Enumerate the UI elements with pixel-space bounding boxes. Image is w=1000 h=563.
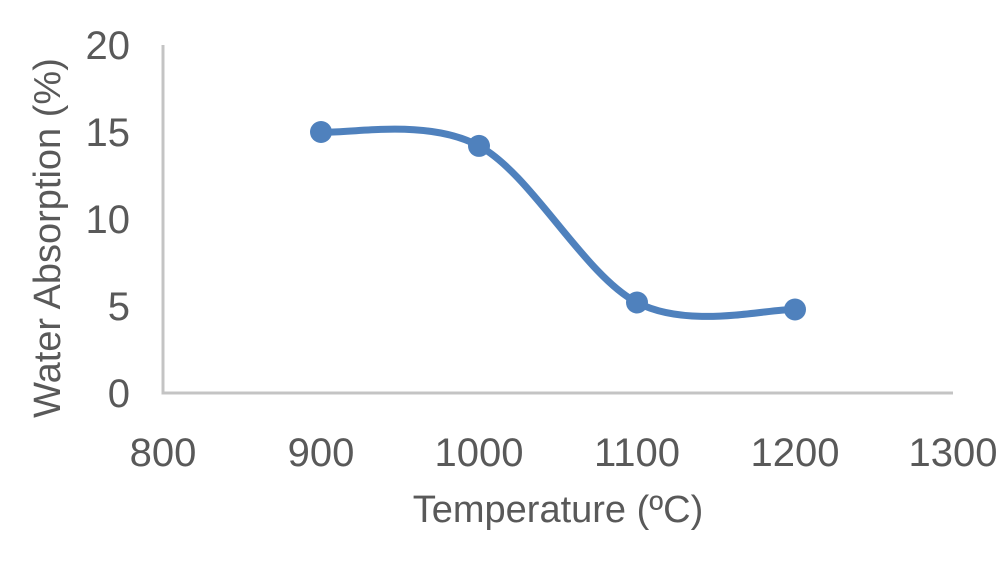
- data-point-marker: [784, 298, 806, 321]
- y-tick-label: 0: [108, 372, 130, 416]
- data-point-marker: [626, 291, 648, 314]
- y-tick-label: 10: [86, 198, 131, 242]
- x-tick-label: 900: [288, 431, 355, 475]
- x-tick-label: 1000: [435, 431, 524, 475]
- data-point-marker: [468, 134, 490, 157]
- x-tick-label: 1100: [594, 431, 680, 475]
- series-line: [317, 125, 799, 320]
- y-tick-label: 20: [86, 24, 131, 68]
- y-axis-title: Water Absorption (%): [27, 58, 69, 418]
- x-tick-label: 1300: [909, 431, 998, 475]
- x-axis-title: Temperature (ºC): [412, 489, 704, 531]
- data-point-marker: [310, 121, 332, 143]
- y-tick-label: 15: [86, 111, 131, 155]
- x-tick-label: 800: [130, 431, 197, 475]
- x-tick-label: 1200: [751, 431, 840, 475]
- y-tick-label: 5: [108, 285, 130, 329]
